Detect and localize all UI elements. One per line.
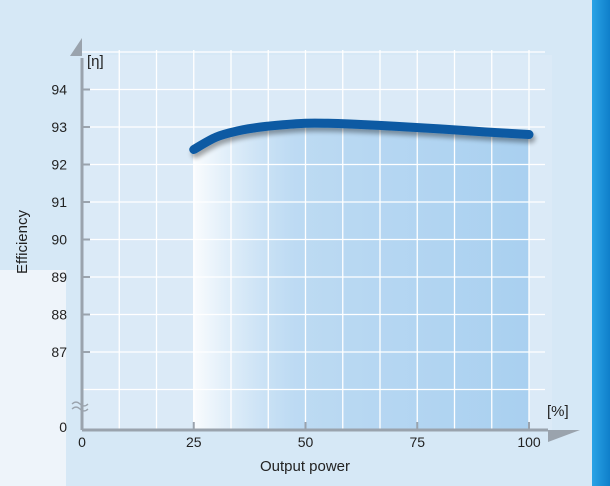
data-point bbox=[350, 124, 351, 125]
data-point bbox=[193, 149, 194, 150]
x-tick-label: 100 bbox=[517, 434, 541, 450]
data-point bbox=[238, 130, 239, 131]
y-tick-label: 89 bbox=[51, 269, 67, 285]
y-tick-label: 87 bbox=[51, 344, 67, 360]
efficiency-curve bbox=[189, 118, 534, 154]
data-point bbox=[216, 137, 217, 138]
y-origin-label: 0 bbox=[59, 419, 67, 435]
data-point bbox=[484, 131, 485, 132]
y-tick-label: 93 bbox=[51, 119, 67, 135]
x-ticks: 0 25 50 75 100 bbox=[78, 422, 541, 450]
grid-lines bbox=[82, 50, 545, 430]
y-tick-label: 88 bbox=[51, 307, 67, 323]
y-tick-label: 92 bbox=[51, 157, 67, 173]
x-tick-label: 0 bbox=[78, 434, 86, 450]
x-axis-title: Output power bbox=[260, 458, 350, 475]
data-point bbox=[529, 134, 530, 135]
left-light-panel bbox=[0, 270, 66, 486]
x-axis-arrow bbox=[548, 430, 580, 442]
x-unit-label: [%] bbox=[547, 403, 569, 420]
y-unit-label: [η] bbox=[87, 53, 104, 70]
data-point bbox=[327, 123, 328, 124]
x-tick-label: 75 bbox=[409, 434, 425, 450]
y-tick-label: 90 bbox=[51, 232, 67, 248]
x-tick-label: 50 bbox=[298, 434, 314, 450]
data-point bbox=[305, 123, 306, 124]
data-point bbox=[439, 128, 440, 129]
y-tick-label: 94 bbox=[51, 82, 67, 98]
x-tick-label: 25 bbox=[186, 434, 202, 450]
axes bbox=[70, 38, 580, 442]
data-point bbox=[394, 126, 395, 127]
data-point bbox=[260, 127, 261, 128]
right-accent-bar bbox=[592, 0, 610, 486]
axis-break-icon bbox=[71, 401, 89, 412]
y-ticks: 87 88 89 90 91 92 93 94 0 bbox=[51, 82, 90, 435]
y-tick-label: 91 bbox=[51, 194, 67, 210]
y-axis-arrow bbox=[70, 38, 82, 56]
data-point bbox=[283, 124, 284, 125]
y-axis-title: Efficiency bbox=[14, 210, 31, 274]
